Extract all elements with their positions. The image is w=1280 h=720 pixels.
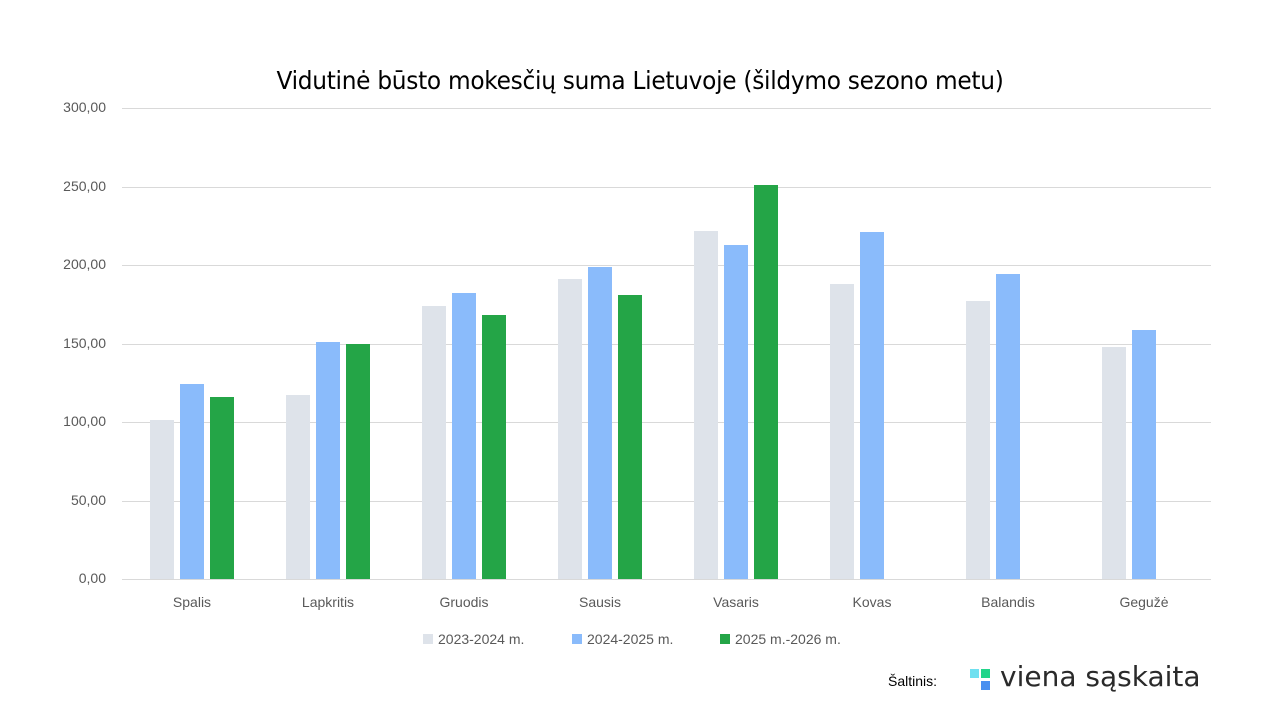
bar [618,294,642,579]
legend-swatch-icon [572,634,582,644]
chart-title: Vidutinė būsto mokesčių suma Lietuvoje (… [276,66,1004,95]
bar [150,420,174,579]
bar [316,341,340,579]
bar [860,232,884,579]
legend-item: 2023-2024 m. [423,631,524,647]
bar-group [122,108,258,579]
x-tick-label: Sausis [578,594,622,610]
legend-label: 2023-2024 m. [438,631,525,647]
bar [180,383,204,579]
brand-logo-icon [970,669,992,691]
bar [830,283,854,579]
gridline [122,265,1211,266]
y-tick-label: 250,00 [63,177,106,194]
x-tick-label: Gruodis [439,594,489,610]
y-tick-label: 200,00 [63,256,106,272]
bar [724,245,748,579]
y-tick-label: 100,00 [63,413,106,429]
bar [558,279,582,579]
gridline [122,108,1211,109]
bar [346,343,370,579]
x-tick-label: Spalis [172,594,212,610]
gridline [122,186,1211,188]
brand-name: viena sąskaita [1000,660,1201,693]
bar [286,395,310,579]
bar-group [530,108,666,579]
bar [996,274,1020,579]
bar [1132,330,1156,579]
bar [588,266,612,579]
legend-label: 2025 m.-2026 m. [735,631,841,647]
bar-group [258,108,394,579]
gridline [122,343,1211,345]
gridline [122,500,1211,502]
bar-group [666,108,802,579]
bar [1102,346,1126,579]
bar [422,305,446,579]
bar [482,315,506,579]
x-tick-label: Vasaris [713,594,759,610]
bar [694,231,718,579]
source-label: Šaltinis: [888,673,938,689]
bar-group [394,108,530,579]
x-tick-label: Balandis [981,594,1035,610]
bar [452,293,476,579]
x-tick-label: Lapkritis [301,594,355,610]
plot-area [122,108,1211,580]
x-tick-label: Kovas [852,594,892,610]
bar [210,396,234,579]
gridline [122,579,1211,580]
y-tick-label: 50,00 [70,491,106,508]
legend: 2023-2024 m. 2024-2025 m. 2025 m.-2026 m. [0,631,1280,651]
y-tick-label: 150,00 [63,334,106,351]
legend-swatch-icon [720,634,730,644]
x-tick-label: Gegužė [1119,594,1169,610]
bar [754,184,778,579]
bar [966,301,990,579]
legend-item: 2024-2025 m. [572,631,673,647]
legend-item: 2025 m.-2026 m. [720,631,841,647]
legend-label: 2024-2025 m. [587,631,674,647]
bar-group [802,108,938,579]
legend-swatch-icon [423,634,433,644]
gridline [122,422,1211,423]
bar-group [1074,108,1210,579]
bar-group [938,108,1074,579]
y-tick-label: 0,00 [78,570,106,586]
y-tick-label: 300,00 [63,99,106,115]
